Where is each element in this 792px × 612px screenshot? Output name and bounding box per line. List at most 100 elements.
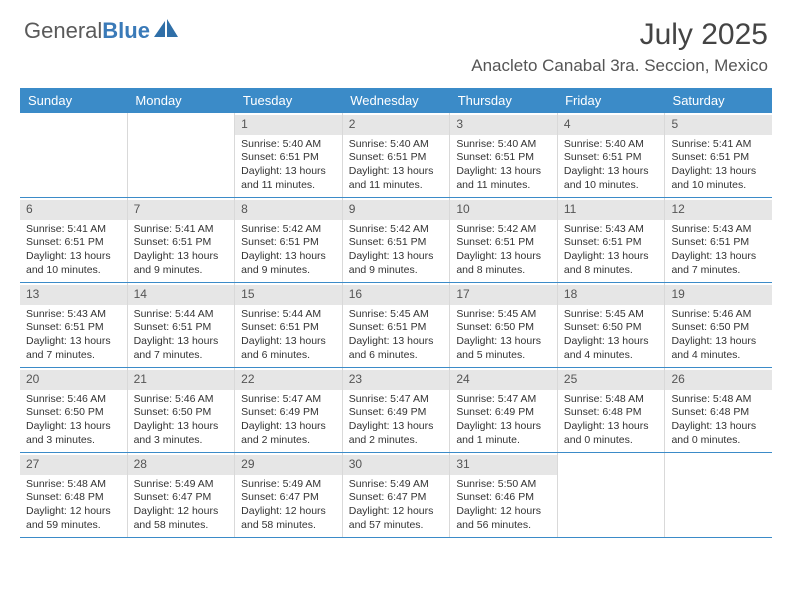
day-info-line: Daylight: 12 hours xyxy=(26,505,121,519)
day-info-line: Sunset: 6:51 PM xyxy=(134,321,229,335)
day-number: 24 xyxy=(450,370,557,390)
day-info-line: Daylight: 13 hours xyxy=(134,250,229,264)
day-info-line: and 0 minutes. xyxy=(671,434,766,448)
day-info-line: Daylight: 13 hours xyxy=(349,165,444,179)
day-cell: 29Sunrise: 5:49 AMSunset: 6:47 PMDayligh… xyxy=(234,453,342,537)
day-info-line: and 7 minutes. xyxy=(671,264,766,278)
weekday-header: Wednesday xyxy=(342,88,449,113)
day-cell: 16Sunrise: 5:45 AMSunset: 6:51 PMDayligh… xyxy=(342,283,450,367)
day-info-line: Sunrise: 5:45 AM xyxy=(564,308,659,322)
weeks-container: ..1Sunrise: 5:40 AMSunset: 6:51 PMDaylig… xyxy=(20,113,772,538)
day-info-line: Sunrise: 5:45 AM xyxy=(349,308,444,322)
day-info-line: and 3 minutes. xyxy=(26,434,121,448)
day-info-line: Sunset: 6:51 PM xyxy=(564,236,659,250)
day-info-line: Sunset: 6:51 PM xyxy=(671,236,766,250)
day-info-line: Sunset: 6:47 PM xyxy=(241,491,336,505)
week-row: 27Sunrise: 5:48 AMSunset: 6:48 PMDayligh… xyxy=(20,453,772,538)
day-info-line: and 57 minutes. xyxy=(349,519,444,533)
weekday-header: Thursday xyxy=(450,88,557,113)
day-info-line: Sunset: 6:50 PM xyxy=(134,406,229,420)
title-block: July 2025 Anacleto Canabal 3ra. Seccion,… xyxy=(471,18,768,76)
day-cell: 12Sunrise: 5:43 AMSunset: 6:51 PMDayligh… xyxy=(664,198,772,282)
day-cell: . xyxy=(127,113,235,197)
day-info-line: Daylight: 13 hours xyxy=(134,420,229,434)
day-cell: 5Sunrise: 5:41 AMSunset: 6:51 PMDaylight… xyxy=(664,113,772,197)
day-info-line: Daylight: 12 hours xyxy=(349,505,444,519)
day-info-line: Daylight: 13 hours xyxy=(564,335,659,349)
day-info-line: Sunset: 6:49 PM xyxy=(349,406,444,420)
day-info-line: and 11 minutes. xyxy=(349,179,444,193)
day-info-line: Sunrise: 5:47 AM xyxy=(456,393,551,407)
day-info-line: and 4 minutes. xyxy=(564,349,659,363)
day-info-line: and 2 minutes. xyxy=(349,434,444,448)
weekday-header: Tuesday xyxy=(235,88,342,113)
day-cell: 17Sunrise: 5:45 AMSunset: 6:50 PMDayligh… xyxy=(449,283,557,367)
day-cell: 31Sunrise: 5:50 AMSunset: 6:46 PMDayligh… xyxy=(449,453,557,537)
day-info-line: and 9 minutes. xyxy=(241,264,336,278)
logo: GeneralBlue xyxy=(24,18,180,44)
day-info-line: Daylight: 12 hours xyxy=(456,505,551,519)
weekday-header: Friday xyxy=(557,88,664,113)
day-info-line: and 7 minutes. xyxy=(26,349,121,363)
day-info-line: Daylight: 13 hours xyxy=(671,420,766,434)
day-cell: 19Sunrise: 5:46 AMSunset: 6:50 PMDayligh… xyxy=(664,283,772,367)
week-row: ..1Sunrise: 5:40 AMSunset: 6:51 PMDaylig… xyxy=(20,113,772,198)
day-info-line: Sunrise: 5:43 AM xyxy=(26,308,121,322)
day-info-line: and 58 minutes. xyxy=(241,519,336,533)
weekday-header: Monday xyxy=(127,88,234,113)
day-cell: 14Sunrise: 5:44 AMSunset: 6:51 PMDayligh… xyxy=(127,283,235,367)
day-number: 25 xyxy=(558,370,665,390)
day-info-line: Sunrise: 5:41 AM xyxy=(134,223,229,237)
day-cell: 23Sunrise: 5:47 AMSunset: 6:49 PMDayligh… xyxy=(342,368,450,452)
day-info-line: Sunrise: 5:40 AM xyxy=(349,138,444,152)
day-info-line: Daylight: 13 hours xyxy=(349,420,444,434)
day-info-line: and 2 minutes. xyxy=(241,434,336,448)
day-info-line: and 1 minute. xyxy=(456,434,551,448)
day-number: 26 xyxy=(665,370,772,390)
day-number: 19 xyxy=(665,285,772,305)
day-number: 18 xyxy=(558,285,665,305)
day-info-line: Sunset: 6:47 PM xyxy=(134,491,229,505)
day-info-line: Sunrise: 5:50 AM xyxy=(456,478,551,492)
day-info-line: Sunrise: 5:40 AM xyxy=(564,138,659,152)
day-info-line: Sunset: 6:51 PM xyxy=(456,236,551,250)
day-info-line: Sunrise: 5:49 AM xyxy=(349,478,444,492)
day-info-line: and 9 minutes. xyxy=(349,264,444,278)
day-cell: 2Sunrise: 5:40 AMSunset: 6:51 PMDaylight… xyxy=(342,113,450,197)
day-info-line: Daylight: 13 hours xyxy=(456,250,551,264)
day-number: 23 xyxy=(343,370,450,390)
day-info-line: Sunrise: 5:48 AM xyxy=(671,393,766,407)
logo-sail-icon xyxy=(154,19,180,44)
day-info-line: Sunset: 6:51 PM xyxy=(671,151,766,165)
day-cell: 10Sunrise: 5:42 AMSunset: 6:51 PMDayligh… xyxy=(449,198,557,282)
day-info-line: Sunrise: 5:41 AM xyxy=(26,223,121,237)
day-number: 13 xyxy=(20,285,127,305)
week-row: 20Sunrise: 5:46 AMSunset: 6:50 PMDayligh… xyxy=(20,368,772,453)
day-info-line: Sunset: 6:48 PM xyxy=(671,406,766,420)
day-info-line: and 9 minutes. xyxy=(134,264,229,278)
day-info-line: Sunrise: 5:49 AM xyxy=(241,478,336,492)
day-cell: 20Sunrise: 5:46 AMSunset: 6:50 PMDayligh… xyxy=(20,368,127,452)
day-info-line: Sunset: 6:51 PM xyxy=(26,321,121,335)
day-cell: 15Sunrise: 5:44 AMSunset: 6:51 PMDayligh… xyxy=(234,283,342,367)
day-info-line: Daylight: 13 hours xyxy=(456,420,551,434)
day-cell: 11Sunrise: 5:43 AMSunset: 6:51 PMDayligh… xyxy=(557,198,665,282)
month-title: July 2025 xyxy=(471,18,768,52)
day-info-line: Sunset: 6:51 PM xyxy=(456,151,551,165)
day-number: 22 xyxy=(235,370,342,390)
day-info-line: Sunset: 6:51 PM xyxy=(26,236,121,250)
day-cell: 4Sunrise: 5:40 AMSunset: 6:51 PMDaylight… xyxy=(557,113,665,197)
weekday-header-row: SundayMondayTuesdayWednesdayThursdayFrid… xyxy=(20,88,772,113)
day-info-line: Sunset: 6:49 PM xyxy=(456,406,551,420)
location-text: Anacleto Canabal 3ra. Seccion, Mexico xyxy=(471,56,768,76)
day-info-line: Sunset: 6:51 PM xyxy=(349,151,444,165)
day-info-line: and 56 minutes. xyxy=(456,519,551,533)
day-info-line: Sunrise: 5:46 AM xyxy=(134,393,229,407)
day-info-line: Sunrise: 5:42 AM xyxy=(456,223,551,237)
day-info-line: Daylight: 13 hours xyxy=(26,335,121,349)
day-cell: 25Sunrise: 5:48 AMSunset: 6:48 PMDayligh… xyxy=(557,368,665,452)
day-info-line: and 59 minutes. xyxy=(26,519,121,533)
day-info-line: Sunrise: 5:43 AM xyxy=(671,223,766,237)
day-info-line: Sunset: 6:47 PM xyxy=(349,491,444,505)
day-info-line: Sunset: 6:46 PM xyxy=(456,491,551,505)
